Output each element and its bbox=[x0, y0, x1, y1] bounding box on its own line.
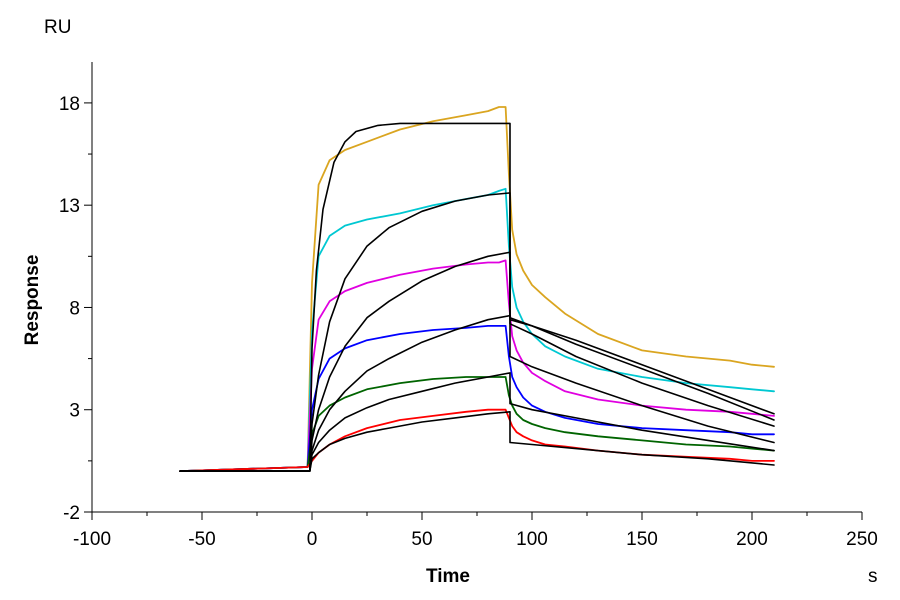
x-tick-label: 250 bbox=[846, 529, 878, 550]
measured-curve-line bbox=[179, 376, 775, 473]
measured-curve-line bbox=[179, 106, 775, 473]
x-tick-label: 0 bbox=[307, 529, 318, 550]
measured-curve-line bbox=[179, 259, 775, 473]
axes bbox=[91, 62, 862, 513]
x-tick-label: -100 bbox=[73, 529, 111, 550]
y-tick-label: 3 bbox=[69, 401, 80, 422]
fit-curve-line bbox=[179, 372, 775, 472]
y-tick-label: -2 bbox=[63, 503, 80, 524]
measured-curve-line bbox=[179, 324, 775, 473]
fit-curve-line bbox=[179, 251, 775, 472]
x-axis-title: Time bbox=[426, 566, 470, 587]
fit-curve-line bbox=[179, 192, 775, 472]
y-tick-label: 18 bbox=[59, 94, 80, 115]
y-tick-label: 13 bbox=[59, 196, 80, 217]
y-tick-label: 8 bbox=[69, 298, 80, 319]
x-tick-label: -50 bbox=[188, 529, 215, 550]
fit-curve-line bbox=[179, 314, 775, 472]
x-tick-label: 50 bbox=[411, 529, 432, 550]
x-axis-ticks: -100 -50 0 50 100 150 200 250 bbox=[73, 512, 878, 550]
x-tick-label: 200 bbox=[736, 529, 768, 550]
fit-curve-line bbox=[179, 410, 775, 472]
measured-curve-line bbox=[179, 187, 775, 473]
series-layer bbox=[179, 106, 775, 473]
fit-curve-line bbox=[179, 122, 775, 472]
x-unit-label: s bbox=[868, 566, 878, 587]
y-axis-ticks: -2 3 8 13 18 bbox=[59, 94, 92, 524]
y-unit-label: RU bbox=[44, 17, 71, 38]
x-tick-label: 100 bbox=[516, 529, 548, 550]
x-tick-label: 150 bbox=[626, 529, 658, 550]
y-axis-title: Response bbox=[22, 255, 43, 346]
